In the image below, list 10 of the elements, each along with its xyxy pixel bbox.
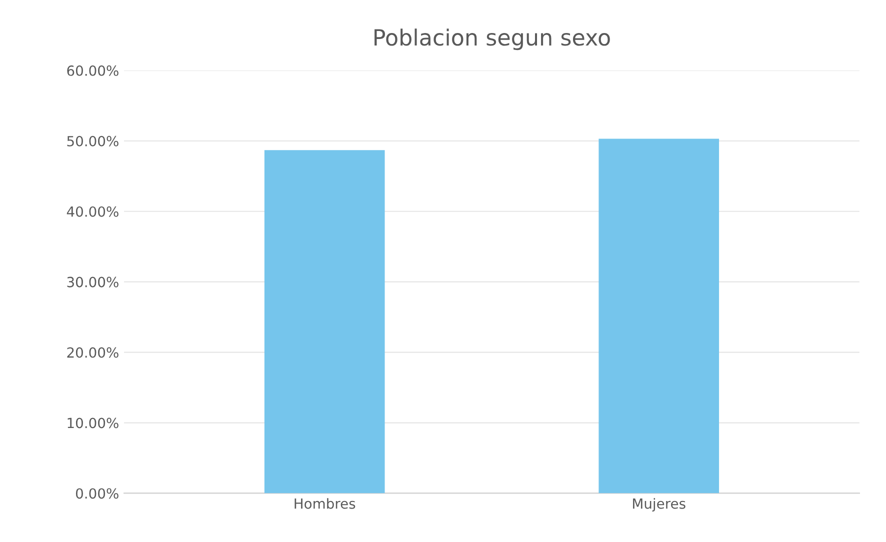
- y-tick-label: 40.00%: [66, 206, 118, 217]
- y-tick-label: 50.00%: [67, 136, 118, 146]
- chart-title: Poblacion segun sexo: [374, 28, 610, 50]
- y-tick-label: 0.00%: [76, 488, 118, 499]
- x-tick-label: Hombres: [294, 498, 356, 509]
- y-tick-label: 60.00%: [67, 65, 118, 76]
- y-tick-label: 20.00%: [67, 347, 118, 358]
- x-tick-label: Mujeres: [633, 498, 686, 512]
- y-tick-label: 30.00%: [67, 276, 118, 288]
- y-tick-label: 10.00%: [68, 418, 118, 428]
